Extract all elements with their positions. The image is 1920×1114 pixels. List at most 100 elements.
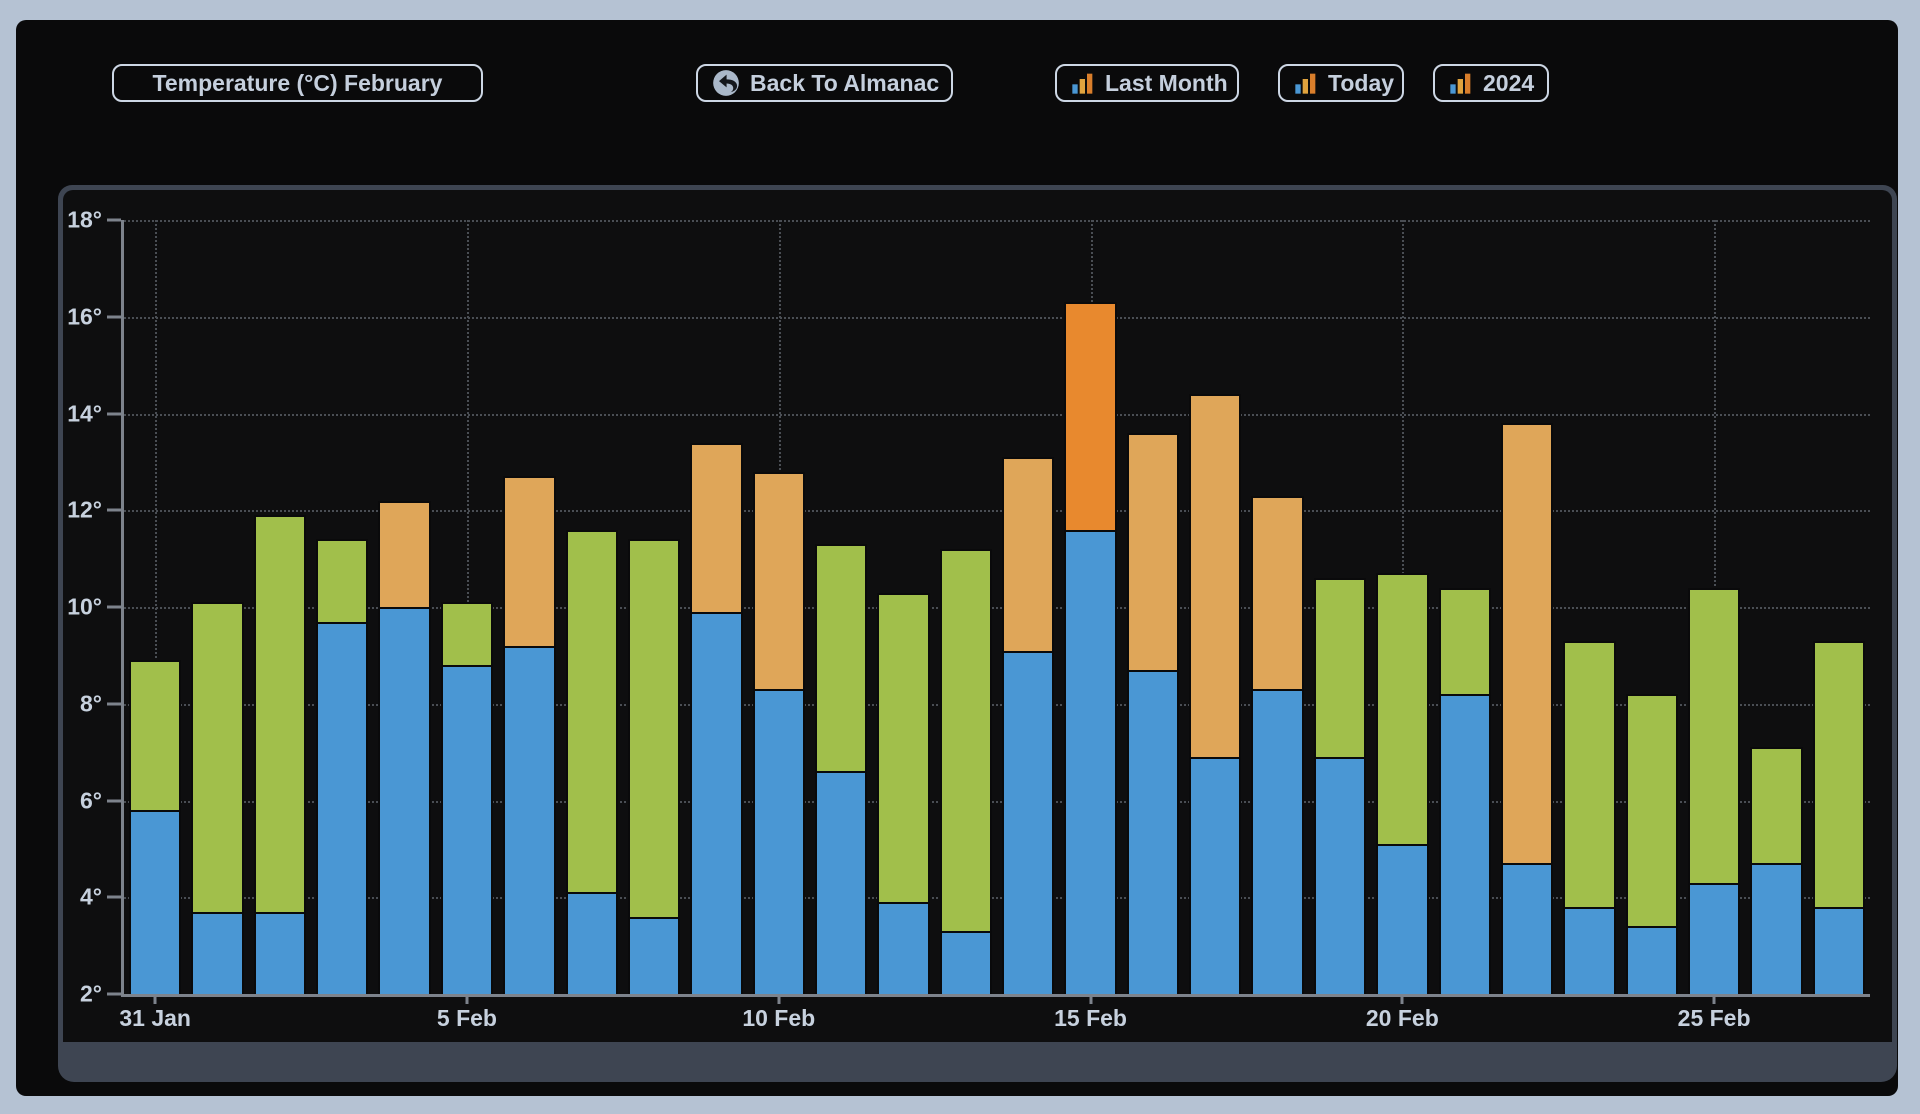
bar-high-segment (253, 515, 307, 912)
bar-20-feb[interactable] (1376, 220, 1429, 994)
bar-high-segment (1563, 640, 1616, 907)
bar-11-feb[interactable] (814, 220, 868, 994)
bar-low-segment (1687, 882, 1741, 994)
bars-layer (124, 220, 1870, 994)
bar-14-feb[interactable] (1002, 220, 1055, 994)
chart-title-button: Temperature (°C) February (112, 64, 483, 102)
bar-low-segment (814, 771, 868, 994)
y-axis-tick (107, 315, 121, 319)
bar-high-segment (1251, 495, 1304, 690)
bar-10-feb[interactable] (752, 220, 805, 994)
bar-slot (935, 220, 997, 994)
bar-6-feb[interactable] (503, 220, 556, 994)
bar-5-feb[interactable] (440, 220, 494, 994)
bar-high-segment (503, 476, 556, 646)
bar-low-segment (1500, 863, 1554, 994)
bar-low-segment (1251, 689, 1304, 994)
x-axis-tick (1712, 994, 1716, 1004)
bar-high-segment (1189, 394, 1242, 757)
year-2024-label: 2024 (1483, 69, 1535, 96)
bar-26-feb[interactable] (1750, 220, 1803, 994)
bar-low-segment (752, 689, 805, 994)
gridline-horizontal (124, 897, 1870, 900)
y-axis-label: 4° (80, 883, 102, 910)
bar-31-jan[interactable] (128, 220, 182, 994)
bar-17-feb[interactable] (1189, 220, 1242, 994)
y-axis-label: 18° (67, 206, 102, 233)
bar-21-feb[interactable] (1438, 220, 1491, 994)
last-month-label: Last Month (1105, 69, 1228, 96)
bar-low-segment (378, 607, 431, 994)
bar-1-feb[interactable] (191, 220, 244, 994)
bar-high-segment (1064, 302, 1117, 530)
bar-4-feb[interactable] (378, 220, 431, 994)
bar-slot (1621, 220, 1683, 994)
bar-slot (685, 220, 747, 994)
bar-high-segment (752, 471, 805, 690)
bar-low-segment (690, 611, 743, 994)
bar-18-feb[interactable] (1251, 220, 1304, 994)
page-title: Temperature (°C) February (152, 69, 443, 96)
bar-slot (1246, 220, 1308, 994)
bar-13-feb[interactable] (939, 220, 993, 994)
bar-slot (561, 220, 623, 994)
mini-bar-chart-icon (1294, 71, 1318, 95)
bar-slot (1745, 220, 1807, 994)
bar-7-feb[interactable] (565, 220, 618, 994)
y-axis-tick (107, 992, 121, 996)
bar-15-feb[interactable] (1064, 220, 1117, 994)
bar-9-feb[interactable] (690, 220, 743, 994)
x-axis-tick (153, 994, 157, 1004)
bar-8-feb[interactable] (627, 220, 681, 994)
back-to-almanac-button[interactable]: Back To Almanac (696, 64, 953, 102)
year-2024-button[interactable]: 2024 (1433, 64, 1549, 102)
x-axis-label: 10 Feb (742, 1005, 816, 1031)
bar-19-feb[interactable] (1313, 220, 1367, 994)
bar-high-segment (1750, 747, 1803, 864)
bar-high-segment (1438, 587, 1491, 695)
y-axis-label: 2° (80, 980, 102, 1007)
last-month-button[interactable]: Last Month (1055, 64, 1239, 102)
bar-low-segment (1376, 844, 1429, 994)
bar-low-segment (503, 645, 556, 994)
bar-23-feb[interactable] (1563, 220, 1616, 994)
bar-16-feb[interactable] (1126, 220, 1180, 994)
bar-high-segment (1313, 577, 1367, 757)
plot-area: 18° 16° 14° 12° 10° 8° 6° 4° 2° 31 Jan 5 Feb 10 Feb… (67, 208, 1870, 1030)
bar-low-segment (1064, 529, 1117, 994)
bar-slot (748, 220, 810, 994)
bar-3-feb[interactable] (316, 220, 369, 994)
bar-slot (1558, 220, 1620, 994)
y-axis-label: 12° (67, 496, 102, 523)
bar-2-feb[interactable] (253, 220, 307, 994)
bar-high-segment (378, 500, 431, 607)
gridline-vertical (155, 220, 158, 994)
bar-25-feb[interactable] (1687, 220, 1741, 994)
today-button[interactable]: Today (1278, 64, 1404, 102)
x-axis-label: 5 Feb (436, 1005, 497, 1031)
bar-slot (498, 220, 560, 994)
bar-12-feb[interactable] (877, 220, 930, 994)
mini-bar-chart-icon (1071, 71, 1095, 95)
bar-slot (1434, 220, 1496, 994)
bar-high-segment (690, 442, 743, 612)
today-label: Today (1328, 69, 1395, 96)
bar-24-feb[interactable] (1625, 220, 1678, 994)
bar-27-feb[interactable] (1812, 220, 1866, 994)
page-frame: Temperature (°C) February Back To Almana… (16, 20, 1898, 1096)
x-axis-label: 15 Feb (1054, 1005, 1127, 1031)
chart-card: 18° 16° 14° 12° 10° 8° 6° 4° 2° 31 Jan 5 Feb 10 Feb… (58, 185, 1897, 1082)
chart-area: 18° 16° 14° 12° 10° 8° 6° 4° 2° 31 Jan 5 Feb 10 Feb… (63, 190, 1892, 1042)
gridline-horizontal (124, 607, 1870, 609)
y-axis-label: 8° (80, 690, 102, 717)
y-axis-label: 10° (67, 593, 102, 620)
x-axis-tick (777, 994, 781, 1004)
bar-slot (1371, 220, 1433, 994)
bar-22-feb[interactable] (1500, 220, 1554, 994)
bar-slot (249, 220, 311, 994)
bar-low-segment (1313, 756, 1367, 994)
bar-low-segment (627, 916, 681, 994)
y-axis-tick (107, 799, 121, 802)
gridline-horizontal (124, 510, 1870, 513)
